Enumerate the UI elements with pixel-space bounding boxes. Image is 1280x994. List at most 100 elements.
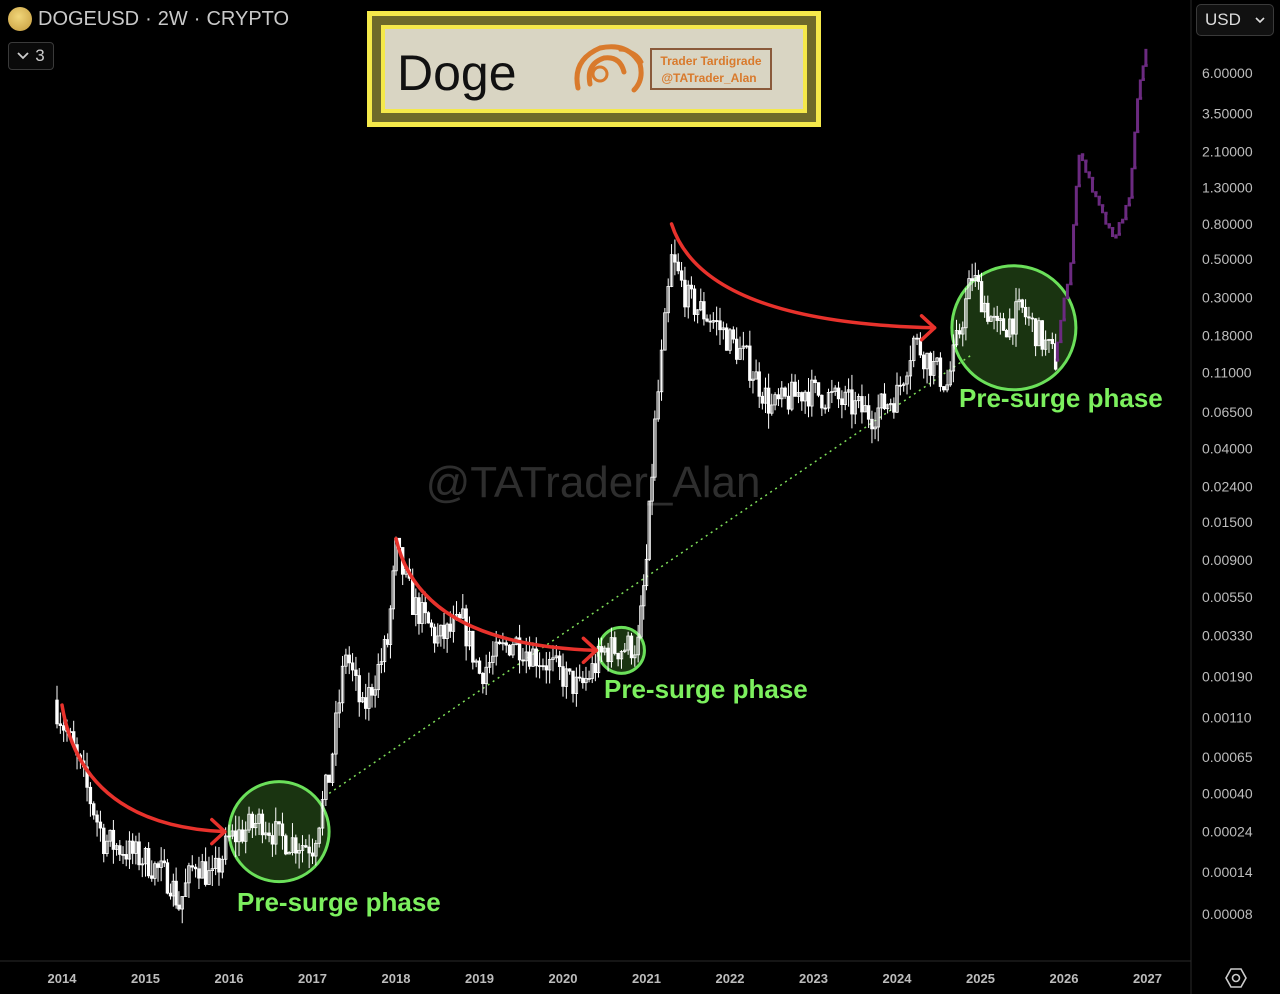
candle-body (511, 644, 515, 656)
candle-body (790, 381, 794, 410)
indicators-collapse-button[interactable]: 3 (8, 42, 54, 70)
logo-box: Doge Trader Tardigrade @TATrader_Alan (367, 11, 821, 127)
candle-body (776, 394, 781, 400)
currency-value: USD (1205, 10, 1241, 29)
candle-body (364, 697, 368, 709)
candle-body (898, 384, 903, 387)
candle-body (613, 637, 617, 654)
candle-body (639, 605, 643, 638)
symbol-header[interactable]: DOGEUSD · 2W · CRYPTO (8, 7, 289, 31)
candle-body (388, 608, 393, 645)
red-curve-arrow (394, 536, 599, 653)
candle-body (442, 624, 446, 639)
time-tick-label: 2017 (298, 971, 327, 986)
time-tick-label: 2016 (215, 971, 244, 986)
candle-body (233, 830, 238, 843)
candle-body (354, 669, 358, 676)
candle-body (297, 850, 301, 854)
price-tick-label: 2.10000 (1202, 144, 1253, 160)
candle-body (780, 387, 784, 400)
price-tick-label: 0.00330 (1202, 627, 1253, 643)
candle-body (317, 827, 321, 844)
candle-body (669, 254, 674, 287)
candle-body (448, 623, 452, 632)
candle-body (853, 400, 857, 415)
candle-body (689, 284, 694, 290)
time-tick-label: 2018 (382, 971, 411, 986)
candle-body (432, 626, 437, 644)
chevron-down-icon (17, 52, 29, 60)
candle-body (942, 386, 946, 391)
candle-body (901, 383, 906, 386)
price-tick-label: 0.50000 (1202, 251, 1253, 267)
candle-body (197, 868, 201, 879)
candle-body (770, 404, 774, 414)
candle-body (800, 392, 804, 402)
candle-body (728, 329, 732, 351)
candle-body (267, 832, 271, 836)
candle-body (55, 699, 59, 725)
candle-body (609, 637, 614, 663)
candle-body (979, 281, 984, 313)
candle-body (200, 861, 204, 879)
candle-body (763, 387, 768, 404)
candle-body (918, 337, 923, 356)
price-tick-label: 0.00008 (1202, 906, 1253, 922)
candle-body (954, 330, 959, 346)
candle-body (220, 858, 225, 873)
candle-body (143, 848, 148, 865)
watermark: @TATrader_Alan (426, 458, 761, 507)
candle-body (350, 662, 355, 671)
candle-body (1037, 320, 1041, 347)
price-axis[interactable]: 6.00000 3.50000 2.10000 1.30000 0.80000 0.500… (1202, 65, 1253, 922)
candle-body (995, 315, 999, 321)
candle-body (487, 662, 492, 668)
candle-body (541, 665, 545, 668)
candle-body (935, 357, 939, 362)
candle-body (606, 647, 610, 663)
price-tick-label: 0.00110 (1202, 710, 1252, 726)
candle-body (417, 597, 421, 624)
candle-body (846, 389, 851, 393)
candle-body (1014, 301, 1018, 335)
separator: · (145, 7, 152, 30)
candle-body (982, 302, 987, 313)
candle-body (773, 394, 777, 406)
candle-body (127, 840, 132, 860)
candle-body (679, 270, 684, 281)
currency-select[interactable]: USD (1196, 4, 1274, 36)
candle-body (833, 387, 837, 392)
candle-body (820, 394, 824, 409)
candle-body (711, 320, 715, 323)
price-tick-label: 0.80000 (1202, 216, 1253, 232)
candle-body (783, 387, 787, 397)
settings-icon[interactable] (1224, 966, 1248, 990)
candle-body (284, 835, 288, 855)
candle-body (130, 840, 135, 854)
candle-body (551, 657, 555, 660)
price-tick-label: 0.00190 (1202, 669, 1253, 685)
candle-body (330, 753, 335, 783)
candle-body (183, 882, 188, 897)
candle-body (314, 842, 318, 857)
pre-surge-label: Pre-surge phase (237, 887, 441, 917)
market: CRYPTO (206, 7, 290, 30)
candle-body (98, 821, 103, 829)
candle-body (203, 861, 208, 885)
candle-body (948, 370, 952, 386)
time-tick-label: 2022 (716, 971, 745, 986)
candle-body (986, 302, 990, 322)
price-tick-label: 0.00040 (1202, 785, 1253, 801)
candle-body (967, 278, 971, 300)
candle-body (1033, 318, 1038, 347)
price-tick-label: 0.01500 (1202, 514, 1253, 530)
red-curve-arrow (669, 222, 937, 330)
price-tick-label: 0.00014 (1202, 864, 1253, 880)
candle-body (497, 641, 502, 645)
candle-body (264, 832, 268, 836)
pre-surge-label: Pre-surge phase (604, 674, 808, 704)
time-tick-label: 2027 (1133, 971, 1162, 986)
candle-body (581, 677, 585, 684)
time-axis[interactable]: 2014 2015 2016 2017 2018 2019 2020 2021 2022 2023… (48, 971, 1162, 986)
